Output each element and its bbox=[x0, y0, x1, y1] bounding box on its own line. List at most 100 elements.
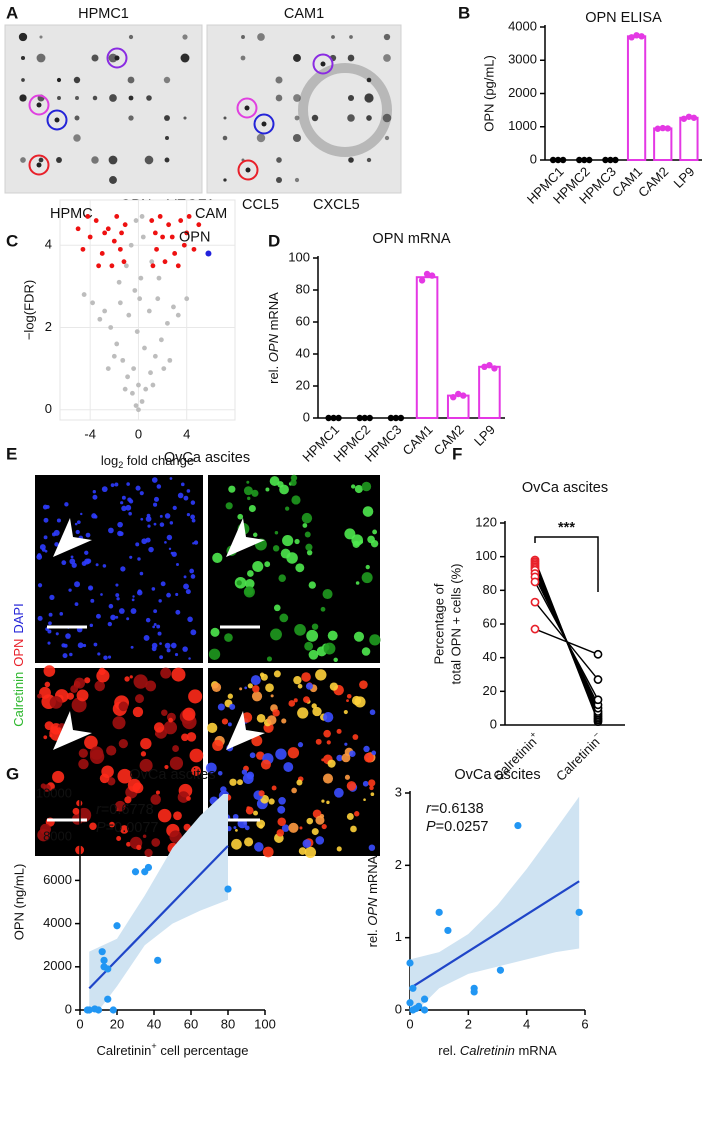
cell bbox=[145, 680, 157, 692]
replicate-point bbox=[486, 362, 493, 369]
cell bbox=[107, 655, 112, 659]
cell bbox=[254, 842, 264, 852]
cell bbox=[302, 839, 312, 848]
cell bbox=[346, 699, 349, 702]
cell bbox=[96, 613, 101, 619]
blot-spot bbox=[21, 78, 25, 82]
cell bbox=[272, 545, 280, 552]
point bbox=[140, 234, 146, 240]
cell bbox=[321, 823, 327, 830]
cell bbox=[124, 676, 130, 682]
blot-spot bbox=[347, 114, 355, 122]
cell bbox=[249, 752, 256, 759]
point bbox=[191, 246, 197, 252]
cell bbox=[125, 504, 132, 511]
panel-letter: F bbox=[452, 444, 462, 463]
y-axis-label: −log(FDR) bbox=[21, 280, 36, 340]
cell bbox=[129, 555, 133, 559]
cell bbox=[288, 700, 296, 707]
point bbox=[186, 214, 192, 219]
cell bbox=[37, 828, 51, 842]
cell bbox=[212, 739, 224, 751]
cell bbox=[298, 847, 307, 855]
cell bbox=[311, 623, 319, 630]
cell bbox=[319, 813, 325, 819]
point bbox=[111, 238, 117, 244]
cell bbox=[276, 829, 284, 837]
cell bbox=[190, 500, 196, 505]
cell bbox=[305, 682, 313, 690]
cell bbox=[56, 727, 62, 733]
point bbox=[161, 366, 167, 371]
blot-spot bbox=[108, 155, 118, 165]
x-tick-label-part: Calretinin bbox=[553, 735, 602, 784]
cell bbox=[290, 479, 297, 486]
x-tick-label-part: + bbox=[528, 730, 539, 741]
cell bbox=[85, 532, 91, 538]
cell bbox=[237, 513, 244, 520]
blot-spot bbox=[183, 116, 187, 120]
blot-spot bbox=[223, 116, 227, 120]
point bbox=[104, 995, 112, 1003]
cell bbox=[291, 495, 301, 505]
cell bbox=[124, 796, 132, 804]
cell bbox=[156, 484, 162, 489]
replicate-point bbox=[612, 156, 619, 164]
x-tick-label: 4 bbox=[523, 1016, 530, 1031]
cell bbox=[47, 629, 52, 634]
cell bbox=[186, 732, 197, 742]
y-axis-label-part: OPN bbox=[266, 333, 281, 362]
cell bbox=[336, 728, 342, 734]
cell bbox=[354, 696, 366, 708]
cell bbox=[153, 722, 165, 733]
cell bbox=[191, 766, 202, 776]
cell bbox=[120, 501, 124, 505]
cell bbox=[44, 681, 51, 688]
cell bbox=[159, 522, 165, 527]
point bbox=[131, 366, 137, 371]
cell bbox=[117, 521, 123, 528]
cell bbox=[117, 530, 123, 537]
y-tick-label: 3000 bbox=[508, 52, 537, 67]
cell bbox=[183, 575, 187, 579]
cell bbox=[74, 522, 78, 526]
point bbox=[181, 242, 187, 248]
cell bbox=[266, 715, 277, 725]
point bbox=[133, 403, 139, 409]
cell bbox=[365, 564, 370, 570]
blot-spot bbox=[38, 157, 44, 163]
cell bbox=[157, 631, 162, 636]
point bbox=[100, 956, 108, 964]
cell bbox=[146, 513, 151, 518]
cell bbox=[192, 542, 195, 545]
cell bbox=[285, 506, 290, 511]
replicate-point bbox=[491, 365, 498, 372]
cell bbox=[91, 513, 97, 519]
cell bbox=[362, 506, 374, 517]
cell bbox=[49, 695, 63, 709]
point bbox=[196, 222, 202, 228]
cell bbox=[312, 706, 322, 717]
cell bbox=[74, 602, 79, 607]
point bbox=[178, 218, 184, 223]
cell bbox=[55, 632, 59, 636]
cell bbox=[247, 496, 251, 501]
point bbox=[120, 357, 126, 363]
y-tick-label: 60 bbox=[296, 313, 310, 328]
cell bbox=[320, 606, 326, 612]
cell bbox=[193, 540, 199, 545]
point bbox=[122, 222, 128, 228]
cell bbox=[68, 588, 72, 592]
cell bbox=[126, 482, 130, 486]
cell bbox=[139, 571, 144, 576]
chart-title: OvCa ascites bbox=[454, 767, 540, 783]
blot-spot bbox=[245, 167, 251, 173]
x-tick-label: CAM2 bbox=[635, 164, 671, 200]
cell bbox=[62, 653, 68, 659]
cell bbox=[180, 482, 185, 487]
point bbox=[102, 230, 108, 236]
y-tick-label: 80 bbox=[483, 582, 497, 597]
cell bbox=[153, 622, 157, 626]
cell bbox=[80, 512, 83, 516]
point bbox=[93, 218, 99, 223]
